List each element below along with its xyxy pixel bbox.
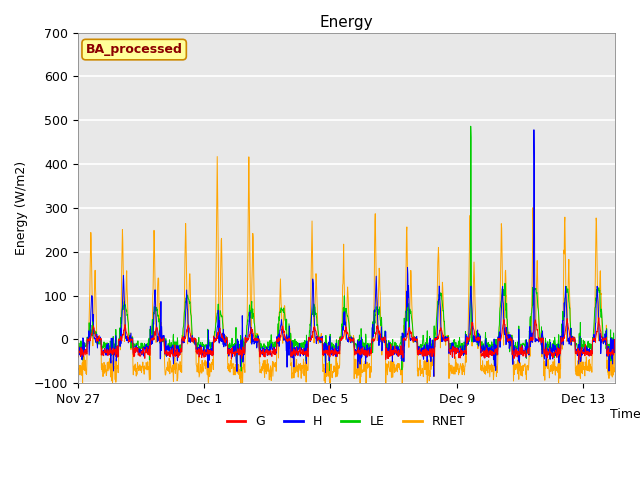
Line: LE: LE [77, 126, 614, 371]
LE [193, 342, 201, 348]
G [595, 315, 603, 321]
LE [88, 333, 96, 339]
RNET [493, 370, 501, 376]
LE [74, 343, 81, 348]
H [362, 348, 370, 353]
RNET [363, 364, 371, 370]
Text: BA_processed: BA_processed [86, 43, 182, 56]
G [74, 348, 81, 354]
H [430, 373, 438, 379]
H [88, 296, 96, 302]
LE [362, 346, 370, 351]
RNET [89, 343, 97, 348]
RNET [213, 154, 221, 159]
H [611, 336, 618, 342]
LE [611, 336, 618, 342]
G [162, 350, 170, 356]
RNET [163, 367, 170, 372]
RNET [193, 369, 201, 375]
G [362, 352, 370, 358]
Title: Energy: Energy [319, 15, 373, 30]
H [74, 347, 81, 352]
G [575, 357, 582, 363]
Line: G: G [77, 318, 614, 360]
G [208, 348, 216, 354]
LE [237, 368, 245, 374]
RNET [611, 336, 618, 342]
G [493, 346, 500, 351]
RNET [79, 381, 86, 386]
G [611, 336, 618, 342]
Legend: G, H, LE, RNET: G, H, LE, RNET [221, 410, 470, 433]
H [493, 346, 500, 352]
Line: RNET: RNET [77, 156, 614, 384]
H [530, 127, 538, 132]
H [162, 338, 170, 344]
RNET [209, 361, 216, 367]
LE [208, 340, 216, 346]
RNET [74, 359, 81, 364]
LE [467, 123, 474, 129]
X-axis label: Time: Time [610, 408, 640, 421]
H [208, 342, 216, 348]
LE [493, 345, 501, 350]
Y-axis label: Energy (W/m2): Energy (W/m2) [15, 161, 28, 255]
Line: H: H [77, 130, 614, 376]
G [193, 347, 201, 353]
H [193, 345, 201, 350]
LE [162, 336, 170, 341]
G [88, 327, 96, 333]
